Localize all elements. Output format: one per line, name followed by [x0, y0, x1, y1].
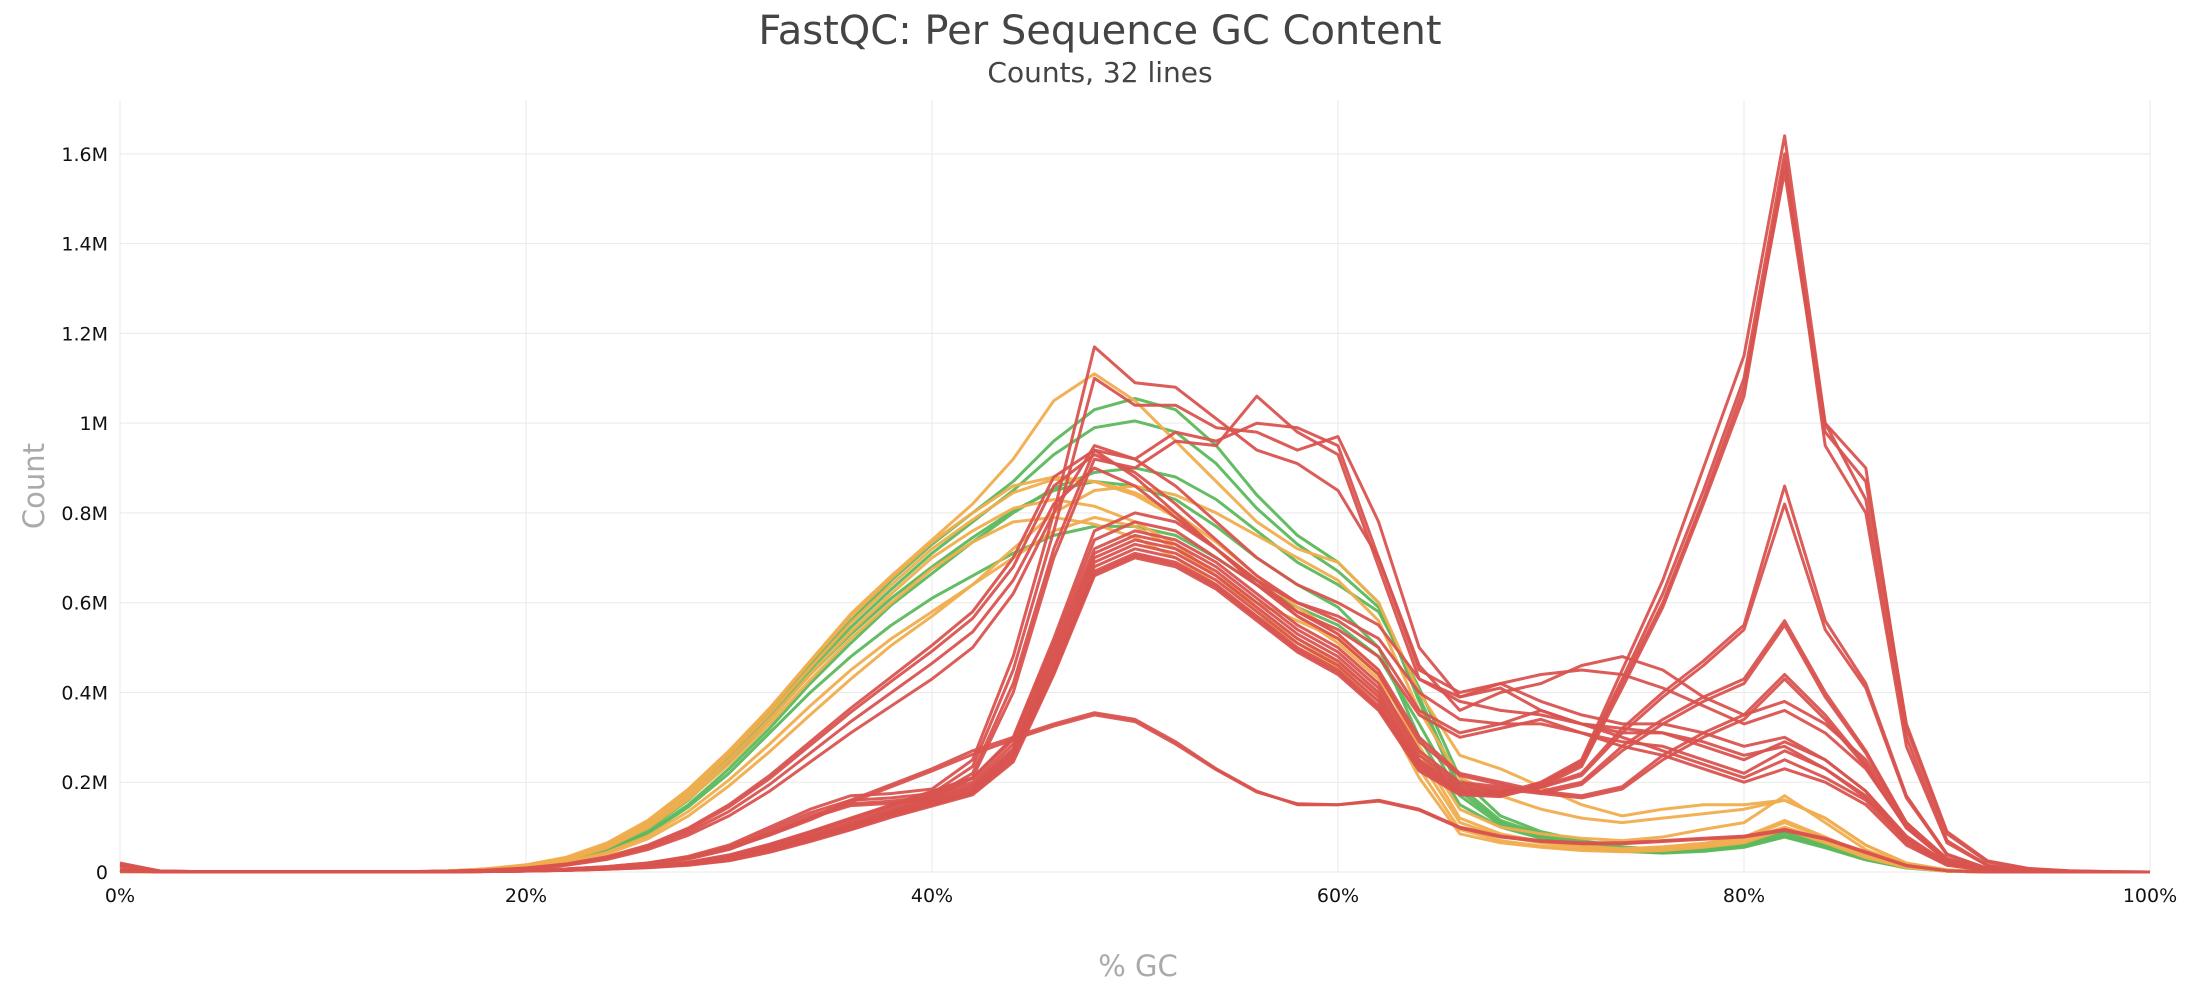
chart-title: FastQC: Per Sequence GC Content — [758, 8, 1442, 54]
series-line-fail-19[interactable] — [119, 421, 2150, 874]
series-line-fail-24[interactable] — [119, 533, 2150, 874]
y-tick-label: 1.4M — [61, 234, 108, 256]
y-axis-title: Count — [17, 443, 51, 529]
y-tick-label: 1M — [80, 413, 108, 435]
y-tick-label: 0.4M — [61, 682, 108, 704]
series-line-fail-22[interactable] — [119, 520, 2150, 874]
x-axis-ticks: 0% 20% 40% 60% 80% 100% — [105, 885, 2177, 907]
y-axis-ticks: 0 0.2M 0.4M 0.6M 0.8M 1M 1.2M 1.4M 1.6M — [61, 144, 108, 884]
series-line-warn-6[interactable] — [120, 372, 2150, 874]
series-line-fail-18[interactable] — [119, 376, 2150, 874]
x-tick-label: 0% — [105, 885, 135, 907]
y-tick-label: 1.2M — [61, 323, 108, 345]
series-line-warn-10[interactable] — [120, 515, 2150, 874]
x-tick-label: 40% — [911, 885, 953, 907]
series-line-pass-5[interactable] — [120, 524, 2150, 874]
series-line-fail-15[interactable] — [119, 466, 2150, 874]
x-tick-label: 20% — [505, 885, 547, 907]
y-tick-label: 0 — [96, 862, 108, 884]
x-tick-label: 60% — [1317, 885, 1359, 907]
series-line-pass-2[interactable] — [120, 419, 2150, 874]
chart-subtitle: Counts, 32 lines — [987, 56, 1213, 89]
series-line-warn-11[interactable] — [120, 515, 2150, 874]
series-lines — [119, 134, 2151, 874]
series-line-fail-27[interactable] — [119, 134, 2150, 874]
y-tick-label: 0.8M — [61, 503, 108, 525]
series-line-fail-14[interactable] — [119, 453, 2150, 874]
series-line-fail-30[interactable] — [119, 161, 2151, 874]
x-tick-label: 80% — [1723, 885, 1765, 907]
y-tick-label: 0.2M — [61, 772, 108, 794]
series-line-fail-20[interactable] — [119, 394, 2150, 874]
series-line-pass-3[interactable] — [120, 466, 2150, 874]
x-tick-label: 100% — [2123, 885, 2177, 907]
series-line-fail-32[interactable] — [119, 713, 2150, 874]
series-line-fail-23[interactable] — [119, 529, 2150, 874]
y-tick-label: 1.6M — [61, 144, 108, 166]
x-axis-title: % GC — [1098, 949, 1178, 983]
y-tick-label: 0.6M — [61, 593, 108, 615]
